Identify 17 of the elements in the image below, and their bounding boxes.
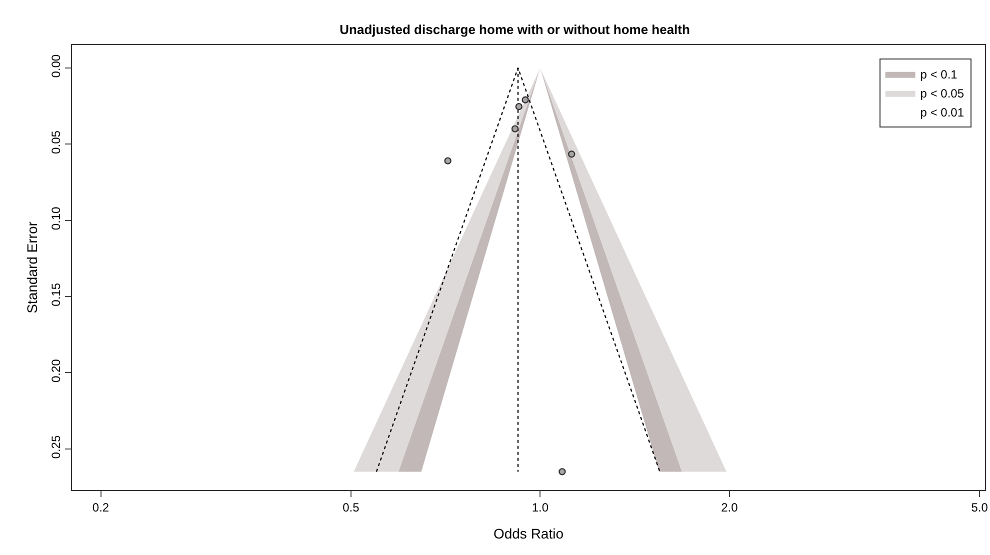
x-tick-label: 1.0 [532,500,549,514]
y-tick-label: 0.10 [49,206,64,230]
chart-title: Unadjusted discharge home with or without home health [340,22,690,38]
x-tick-label: 0.2 [92,500,110,514]
x-tick-label: 0.5 [342,500,360,514]
legend-label: p < 0.05 [920,86,964,101]
x-tick-label: 5.0 [971,500,988,514]
series-label: p < 0.01 [920,106,964,120]
y-tick-label: 0.15 [49,282,64,306]
legend-label: p < 0.1 [920,68,958,82]
y-tick-label: 0.00 [49,54,64,78]
y-tick-label: 0.05 [49,130,64,154]
x-tick-label: 2.0 [721,500,738,514]
y-tick-label: 0.25 [49,435,64,459]
y-tick-label: 0.20 [49,358,64,383]
y-axis-title: Standard Error [24,221,40,314]
x-axis-title: Odds Ratio [493,526,564,542]
